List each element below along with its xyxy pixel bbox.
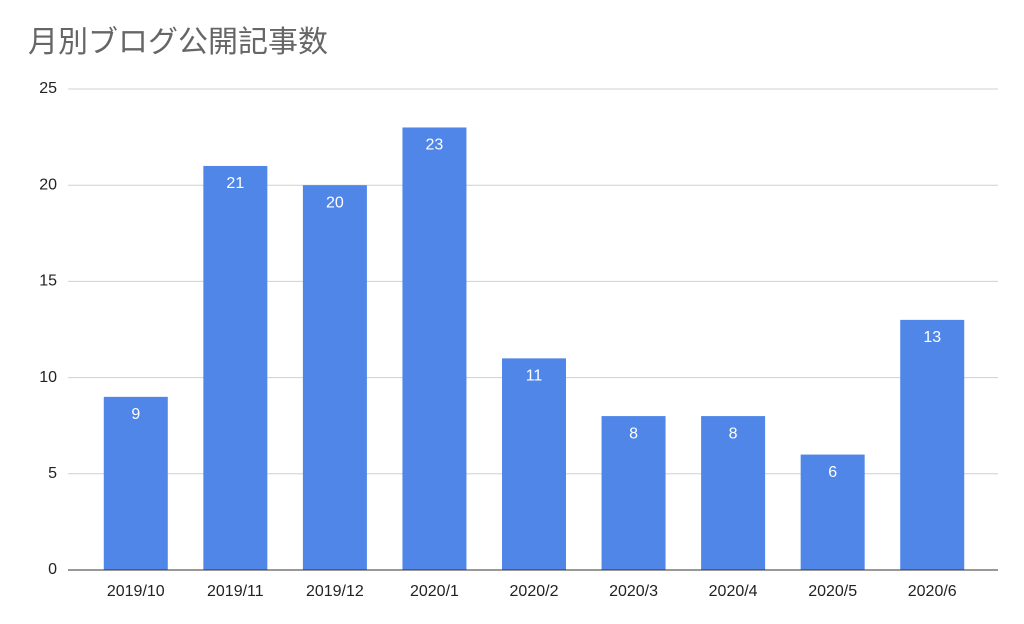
bar: [701, 416, 766, 570]
data-label: 20: [326, 194, 344, 211]
x-tick-label: 2019/11: [207, 583, 264, 600]
x-tick-label: 2019/10: [107, 583, 165, 600]
y-tick-label: 0: [48, 561, 57, 578]
x-tick-label: 2020/6: [908, 583, 957, 600]
y-tick-label: 25: [39, 80, 57, 97]
data-label: 23: [426, 137, 444, 154]
bar: [502, 358, 566, 570]
bar: [800, 454, 865, 570]
y-tick-label: 15: [39, 273, 57, 290]
data-label: 21: [226, 175, 244, 192]
data-label: 6: [828, 464, 837, 481]
y-tick-label: 20: [39, 176, 57, 193]
y-tick-label: 10: [39, 369, 57, 386]
bar: [900, 319, 965, 570]
x-tick-label: 2020/3: [609, 583, 658, 600]
bar: [402, 127, 467, 570]
data-label: 8: [629, 425, 638, 442]
data-label: 9: [131, 406, 140, 423]
bar: [302, 185, 367, 570]
data-label: 11: [526, 368, 543, 385]
data-label: 8: [729, 425, 738, 442]
y-tick-label: 5: [48, 465, 57, 482]
data-label: 13: [923, 329, 941, 346]
x-tick-label: 2020/2: [510, 583, 559, 600]
x-tick-label: 2019/12: [306, 583, 364, 600]
chart-title: 月別ブログ公開記事数: [28, 26, 328, 59]
x-tick-label: 2020/5: [808, 583, 857, 600]
bar: [203, 165, 268, 570]
x-tick-label: 2020/4: [709, 583, 758, 600]
x-tick-label: 2020/1: [410, 583, 459, 600]
bar: [103, 396, 168, 570]
bar: [601, 416, 666, 570]
